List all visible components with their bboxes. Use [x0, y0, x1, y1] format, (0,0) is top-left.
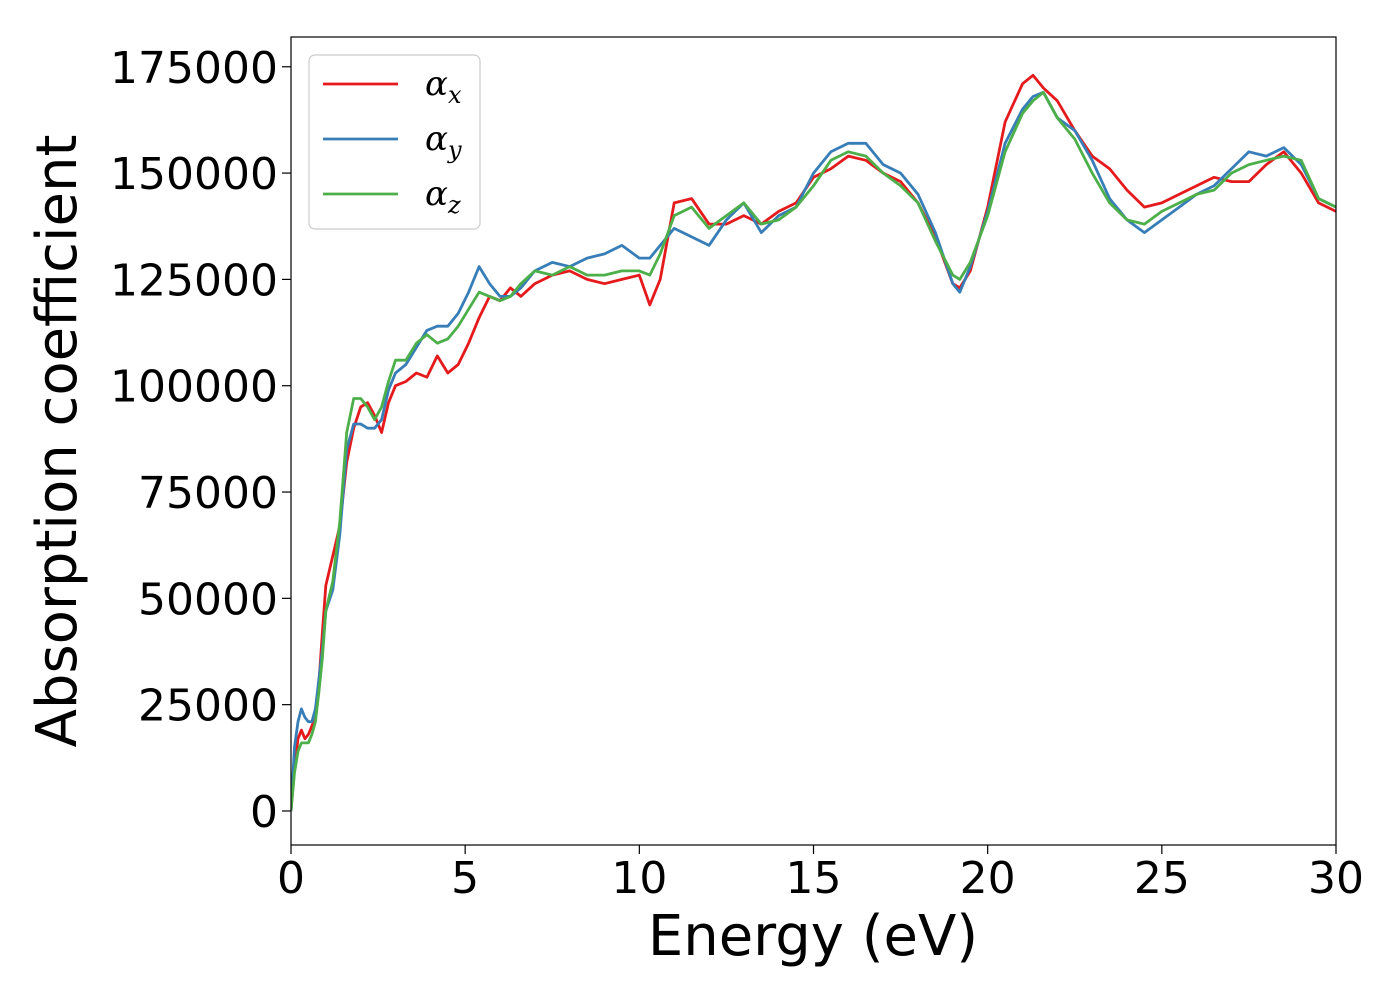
y-tick-label: 50000: [138, 574, 278, 625]
y-tick-label: 175000: [110, 43, 278, 94]
x-tick-label: 15: [786, 853, 842, 904]
series-line-2: [291, 90, 1336, 812]
x-tick-label: 25: [1134, 853, 1190, 904]
x-tick-label: 0: [277, 853, 305, 904]
y-tick-label: 0: [250, 787, 278, 838]
series-line-1: [291, 73, 1336, 812]
y-tick-label: 25000: [138, 681, 278, 732]
axis-ticks: 0 5 10 15 20 25 30 0 25000 50000 75000 100000 125000…: [110, 43, 1364, 904]
legend-label-2: αy: [425, 119, 462, 164]
x-tick-label: 5: [451, 853, 479, 904]
y-axis-label: Absorption coefficient: [25, 135, 90, 748]
legend: αx αy αz: [308, 54, 481, 230]
x-tick-label: 10: [611, 853, 667, 904]
x-axis-label: Energy (eV): [648, 904, 978, 969]
y-tick-label: 75000: [138, 468, 278, 519]
x-tick-label: 20: [960, 853, 1016, 904]
x-tick-label: 30: [1308, 853, 1364, 904]
legend-label-3: αz: [425, 174, 461, 219]
y-tick-label: 150000: [110, 149, 278, 200]
legend-box: [308, 54, 481, 230]
legend-label-1: αx: [425, 64, 462, 109]
series-line-3: [291, 90, 1336, 812]
y-tick-label: 100000: [110, 362, 278, 413]
y-tick-label: 125000: [110, 255, 278, 306]
series-lines: [291, 73, 1336, 812]
